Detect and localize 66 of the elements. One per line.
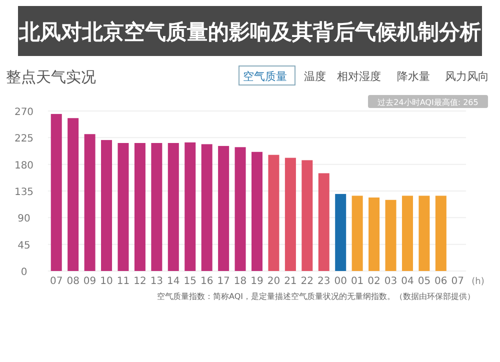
text: 北风对北京空气质量的影响及其背后气候机制分析 xyxy=(18,20,481,44)
bar xyxy=(335,194,346,271)
x-tick-label: 01 xyxy=(350,276,364,287)
text: 相对湿度 xyxy=(337,70,381,83)
text: 空气质量 xyxy=(243,70,287,83)
x-tick-label: 10 xyxy=(100,276,113,287)
x-tick-label: 18 xyxy=(234,276,247,287)
x-tick-label: 15 xyxy=(184,276,196,287)
y-tick-label: 135 xyxy=(14,187,34,198)
x-tick-label: 07 xyxy=(451,276,464,287)
text: 降水量 xyxy=(397,70,430,83)
bar xyxy=(418,196,430,271)
bar xyxy=(201,144,212,271)
y-tick-label: 180 xyxy=(14,160,34,172)
x-axis-title: (h) xyxy=(472,277,484,287)
x-tick-label: 03 xyxy=(384,276,398,287)
bar xyxy=(118,143,129,271)
x-tick-label: 08 xyxy=(66,276,80,287)
x-tick-label: 06 xyxy=(434,276,448,287)
y-tick-label: 225 xyxy=(14,134,34,145)
bar xyxy=(168,143,179,271)
x-tick-label: 23 xyxy=(318,276,330,287)
bar xyxy=(101,140,112,271)
bar xyxy=(302,160,313,271)
y-tick-label: 90 xyxy=(18,214,30,225)
bar xyxy=(402,196,413,271)
bar xyxy=(385,200,396,271)
x-tick-label: 19 xyxy=(250,276,264,287)
x-tick-label: 16 xyxy=(200,276,214,287)
bar xyxy=(368,198,380,271)
x-tick-label: 20 xyxy=(267,276,280,287)
text: 空气质量指数：简称AQI，是定量描述空气质量状况的无量纲指数。（数据由环保部提供） xyxy=(157,292,475,301)
chart-title: 整点天气实况 xyxy=(6,68,96,86)
x-tick-label: 22 xyxy=(300,276,314,287)
x-tick-label: 11 xyxy=(116,276,130,287)
y-tick-label: 0 xyxy=(20,267,28,278)
text: 过去24小时AQI最高值: 265 xyxy=(378,98,478,107)
bar xyxy=(352,196,363,271)
text: 风力风向 xyxy=(445,70,489,83)
x-tick-label: 00 xyxy=(334,276,347,287)
x-tick-label: 21 xyxy=(284,276,297,287)
bar xyxy=(234,147,246,271)
bar xyxy=(151,143,162,271)
x-tick-label: 17 xyxy=(217,276,230,287)
x-tick-label: 14 xyxy=(167,276,180,287)
bar xyxy=(50,114,62,271)
x-tick-label: 02 xyxy=(368,276,380,287)
y-tick-label: 45 xyxy=(18,240,30,252)
x-tick-label: 09 xyxy=(83,276,96,287)
x-tick-label: 04 xyxy=(401,276,414,287)
bar xyxy=(268,154,280,271)
bar xyxy=(284,158,296,271)
bar xyxy=(134,143,146,271)
bar xyxy=(218,146,230,271)
x-tick-label: 12 xyxy=(134,276,146,287)
x-tick-label: 13 xyxy=(150,276,164,287)
x-tick-label: 05 xyxy=(418,276,431,287)
y-tick-label: 270 xyxy=(14,107,34,118)
bar xyxy=(184,142,196,271)
bar xyxy=(68,118,79,271)
bar xyxy=(252,152,262,271)
bar xyxy=(84,134,96,271)
x-tick-label: 07 xyxy=(50,276,63,287)
bar xyxy=(318,173,330,271)
bar xyxy=(435,196,446,271)
text: 温度 xyxy=(304,70,326,83)
